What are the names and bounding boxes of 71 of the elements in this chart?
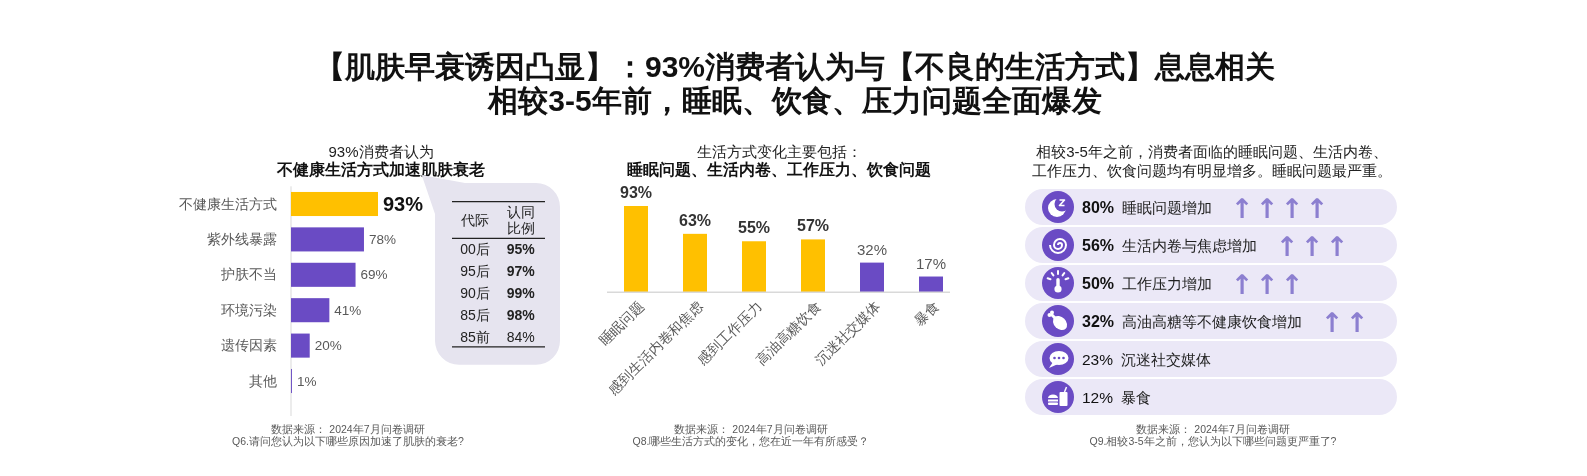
data-label: 32% (1082, 312, 1115, 330)
category-label: 生活内卷与焦虑增加 (1122, 236, 1258, 254)
chart-subtitle: 睡眠问题、生活内卷、工作压力、饮食问题 (627, 161, 931, 178)
data-label: 97% (506, 263, 536, 280)
bar (291, 227, 364, 252)
bar (919, 276, 943, 293)
data-label: 80% (1082, 198, 1115, 216)
bar (683, 233, 707, 293)
category-label: 95后 (460, 263, 490, 280)
data-label: 98% (506, 306, 536, 323)
data-label: 12% (1082, 388, 1114, 406)
bar (291, 191, 378, 217)
bar (624, 206, 648, 293)
data-label: 93% (383, 193, 424, 215)
category-label: ↑↑↑↑ (1230, 192, 1329, 224)
data-label: 23% (1082, 350, 1114, 368)
bar (291, 333, 310, 358)
text: 相较3-5年前，睡眠、饮食、压力问题全面爆发 (487, 84, 1102, 117)
data-label: 1% (296, 373, 317, 389)
y-tick-label: 护肤不当 (220, 267, 277, 283)
category-label: 90后 (460, 285, 490, 302)
category-label: 工作压力增加 (1122, 274, 1213, 292)
category-label: ↑↑↑ (1275, 230, 1349, 262)
text: 代际 (460, 212, 489, 228)
y-tick-label: 不健康生活方式 (179, 196, 277, 212)
data-label: 69% (360, 267, 388, 283)
data-label: 57% (796, 217, 830, 235)
data-label: 95% (506, 241, 536, 258)
data-label: 32% (856, 240, 888, 258)
data-label: 63% (678, 211, 712, 229)
source-note: 数据来源： 2024年7月问卷调研 (674, 423, 828, 435)
text: 认同比例 (506, 203, 535, 237)
bar (291, 262, 356, 287)
x-tick-label: 暴食 (910, 297, 942, 329)
y-tick-label: 环境污染 (221, 302, 277, 318)
source-note: 数据来源： 2024年7月问卷调研 (1136, 423, 1290, 435)
text: Q6.请问您认为以下哪些原因加速了肌肤的衰老? (232, 435, 465, 447)
chart-subtitle: 不健康生活方式加速肌肤衰老 (276, 160, 485, 178)
bar (801, 239, 825, 293)
category-label: 高油高糖等不健康饮食增加 (1122, 312, 1303, 330)
y-tick-label: 遗传因素 (221, 338, 277, 354)
category-label: ↑↑↑ (1230, 268, 1304, 300)
category-label: 00后 (460, 241, 490, 258)
data-label: 99% (506, 285, 536, 302)
data-label: 41% (334, 302, 362, 318)
bar (742, 241, 766, 293)
bar (860, 262, 884, 293)
text: Q9.相较3-5年之前，您认为以下哪些问题更严重了? (1089, 435, 1337, 447)
x-tick-label: 睡眠问题 (595, 297, 647, 349)
category-label: 睡眠问题增加 (1122, 198, 1213, 216)
category-label: 85后 (460, 306, 490, 323)
y-tick-label: 紫外线暴露 (207, 231, 277, 247)
category-label: ↑↑ (1320, 306, 1369, 338)
data-label: 93% (619, 184, 653, 201)
text: 【肌肤早衰诱因凸显】：93%消费者认为与【不良的生活方式】息息相关 (314, 50, 1276, 83)
y-tick-label: 其他 (249, 373, 277, 389)
category-label: 85前 (460, 328, 490, 345)
data-label: 50% (1082, 274, 1115, 292)
data-label: 78% (368, 231, 396, 247)
bar (291, 298, 330, 323)
data-label: 17% (915, 254, 947, 272)
data-label: 56% (1082, 236, 1115, 254)
data-label: 84% (506, 328, 535, 345)
category-label: 暴食 (1121, 388, 1152, 406)
text: Q8.哪些生活方式的变化，您在近一年有所感受？ (632, 435, 870, 447)
source-note: 数据来源： 2024年7月问卷调研 (271, 423, 425, 435)
data-label: 20% (314, 338, 342, 354)
chart-title: 生活方式变化主要包括： (696, 143, 862, 160)
data-label: 55% (737, 219, 771, 237)
text: 相较3-5年之前，消费者面临的睡眠问题、生活内卷、工作压力、饮食问题均有明显增多。睡眠问题最严重。 (1032, 143, 1392, 179)
chart-title: 93%消费者认为 (328, 143, 434, 160)
